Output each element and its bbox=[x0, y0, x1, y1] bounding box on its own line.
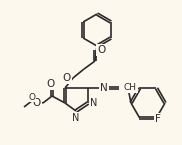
Text: F: F bbox=[155, 114, 161, 124]
Text: N: N bbox=[72, 113, 80, 123]
Text: O: O bbox=[33, 98, 41, 108]
Text: O: O bbox=[29, 93, 35, 102]
Text: N: N bbox=[100, 83, 108, 93]
Text: N: N bbox=[90, 98, 97, 108]
Text: O: O bbox=[63, 73, 71, 83]
Text: CH: CH bbox=[124, 84, 137, 93]
Text: O: O bbox=[47, 79, 55, 89]
Text: O: O bbox=[97, 45, 105, 55]
